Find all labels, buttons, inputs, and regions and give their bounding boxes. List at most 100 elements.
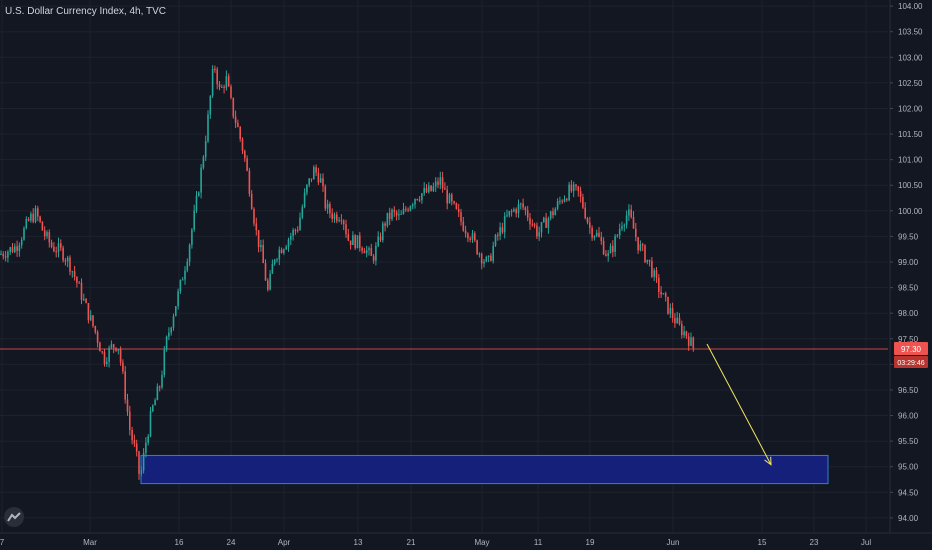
candle-body xyxy=(324,186,327,209)
time-tick-label: 7 xyxy=(0,538,5,547)
candle-body xyxy=(586,218,589,223)
candle-body xyxy=(129,411,131,430)
candle-body xyxy=(126,399,129,412)
candle-body xyxy=(175,306,177,317)
candle-body xyxy=(69,257,71,272)
candle-body xyxy=(221,86,223,88)
candle-body xyxy=(244,150,246,159)
candle-body xyxy=(566,199,568,201)
candle-body xyxy=(112,344,115,348)
candle-body xyxy=(492,245,494,261)
time-tick-label: 16 xyxy=(175,538,184,547)
time-axis[interactable]: 7 Mar 16 24 Apr 13 21 May 11 19 Jun 15 23 Jul xyxy=(0,532,932,550)
candle-body xyxy=(145,442,147,453)
candle-body xyxy=(101,351,103,353)
demand-zone[interactable] xyxy=(140,454,829,485)
chart-title: U.S. Dollar Currency Index, 4h, TVC xyxy=(5,6,166,17)
candle-body xyxy=(662,293,665,295)
price-tick-label: 101.50 xyxy=(898,130,923,139)
candle-body xyxy=(593,236,596,238)
candle-body xyxy=(533,224,536,226)
candle-body xyxy=(667,296,669,314)
candle-body xyxy=(398,214,400,216)
candle-body xyxy=(653,270,655,277)
candle-body xyxy=(368,248,370,251)
candle-body xyxy=(658,277,660,292)
candle-body xyxy=(310,178,313,180)
price-tick-label: 98.50 xyxy=(898,284,919,293)
candle-body xyxy=(612,245,614,252)
candle-body xyxy=(446,189,448,204)
candle-body xyxy=(156,386,159,401)
candle-body xyxy=(253,209,255,224)
candle-body xyxy=(526,210,529,218)
candle-body xyxy=(276,259,278,261)
candle-body xyxy=(292,229,294,236)
candle-body xyxy=(179,280,182,292)
candle-body xyxy=(391,209,393,219)
candle-body xyxy=(64,260,67,262)
tradingview-logo-icon[interactable] xyxy=(4,507,24,527)
candle-body xyxy=(163,349,166,376)
candle-body xyxy=(589,222,591,228)
candle-body xyxy=(471,233,474,240)
candle-body xyxy=(41,221,44,231)
candle-body xyxy=(319,178,322,183)
candle-body xyxy=(531,224,534,226)
demand-zone-rect xyxy=(140,454,829,485)
candle-body xyxy=(685,331,688,337)
candle-body xyxy=(87,303,90,321)
candle-body xyxy=(269,273,271,290)
grid xyxy=(0,0,888,532)
candle-body xyxy=(549,211,552,219)
candle-body xyxy=(313,167,315,180)
candle-body xyxy=(494,234,497,246)
candle-body xyxy=(453,201,455,204)
candle-body xyxy=(678,317,681,325)
candle-body xyxy=(333,214,336,219)
time-tick-label: Jun xyxy=(667,538,680,547)
candle-body xyxy=(172,316,175,328)
candle-body xyxy=(264,263,267,281)
candle-body xyxy=(423,187,425,194)
candle-body xyxy=(214,68,216,70)
candle-body xyxy=(131,429,133,441)
candle-body xyxy=(400,213,402,215)
projection-arrow[interactable] xyxy=(706,343,772,466)
candle-body xyxy=(39,216,41,222)
candle-body xyxy=(308,178,310,185)
candle-body xyxy=(133,440,136,444)
candle-body xyxy=(437,181,439,185)
candle-body xyxy=(600,236,603,242)
candle-body xyxy=(416,199,419,201)
time-tick-label: 11 xyxy=(534,538,543,547)
candle-body xyxy=(462,221,465,231)
candle-body xyxy=(395,211,398,216)
candle-body xyxy=(168,332,170,337)
candle-body xyxy=(476,240,478,254)
candle-body xyxy=(572,184,575,192)
candle-body xyxy=(591,227,593,238)
candle-body xyxy=(195,195,198,211)
price-axis[interactable]: 104.00 103.50 103.00 102.50 102.00 101.50 101.… xyxy=(889,0,932,550)
candle-body xyxy=(444,188,446,190)
candle-body xyxy=(223,86,225,88)
candle-body xyxy=(508,211,511,216)
candle-body xyxy=(283,249,285,254)
candle-body xyxy=(349,240,352,246)
candle-body xyxy=(9,247,11,252)
time-tick-label: 13 xyxy=(354,538,363,547)
price-tick-label: 99.50 xyxy=(898,232,919,241)
candle-body xyxy=(306,184,308,193)
candle-body xyxy=(227,76,230,87)
candle-body xyxy=(692,337,695,349)
candle-body xyxy=(490,255,492,261)
candle-body xyxy=(110,344,113,348)
candle-body xyxy=(655,270,658,278)
price-tick-label: 96.00 xyxy=(898,412,919,421)
candle-body xyxy=(280,249,283,254)
candle-body xyxy=(326,203,329,209)
candle-body xyxy=(225,76,228,88)
candle-body xyxy=(186,261,189,271)
